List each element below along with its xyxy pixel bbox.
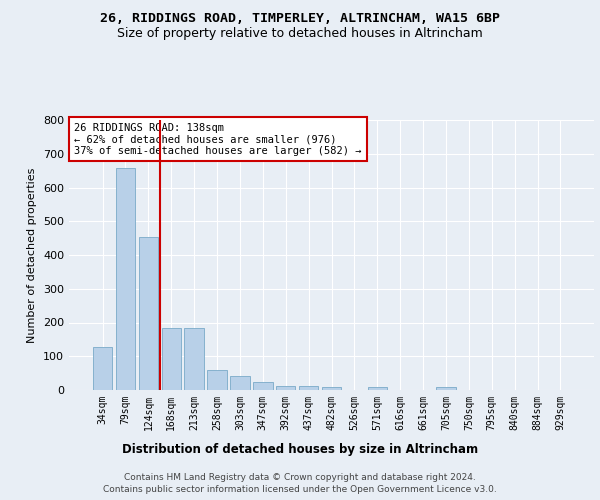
Bar	[184, 328, 204, 390]
Bar	[368, 388, 387, 390]
Bar	[93, 347, 112, 390]
Bar	[322, 386, 341, 390]
Text: Distribution of detached houses by size in Altrincham: Distribution of detached houses by size …	[122, 442, 478, 456]
Bar	[208, 370, 227, 390]
Bar	[161, 328, 181, 390]
Bar	[299, 386, 319, 390]
Bar	[436, 388, 455, 390]
Text: 26 RIDDINGS ROAD: 138sqm
← 62% of detached houses are smaller (976)
37% of semi-: 26 RIDDINGS ROAD: 138sqm ← 62% of detach…	[74, 122, 362, 156]
Text: Contains public sector information licensed under the Open Government Licence v3: Contains public sector information licen…	[103, 485, 497, 494]
Text: Contains HM Land Registry data © Crown copyright and database right 2024.: Contains HM Land Registry data © Crown c…	[124, 472, 476, 482]
Text: 26, RIDDINGS ROAD, TIMPERLEY, ALTRINCHAM, WA15 6BP: 26, RIDDINGS ROAD, TIMPERLEY, ALTRINCHAM…	[100, 12, 500, 26]
Bar	[230, 376, 250, 390]
Bar	[139, 238, 158, 390]
Bar	[253, 382, 272, 390]
Text: Size of property relative to detached houses in Altrincham: Size of property relative to detached ho…	[117, 28, 483, 40]
Bar	[276, 386, 295, 390]
Bar	[116, 168, 135, 390]
Y-axis label: Number of detached properties: Number of detached properties	[28, 168, 37, 342]
